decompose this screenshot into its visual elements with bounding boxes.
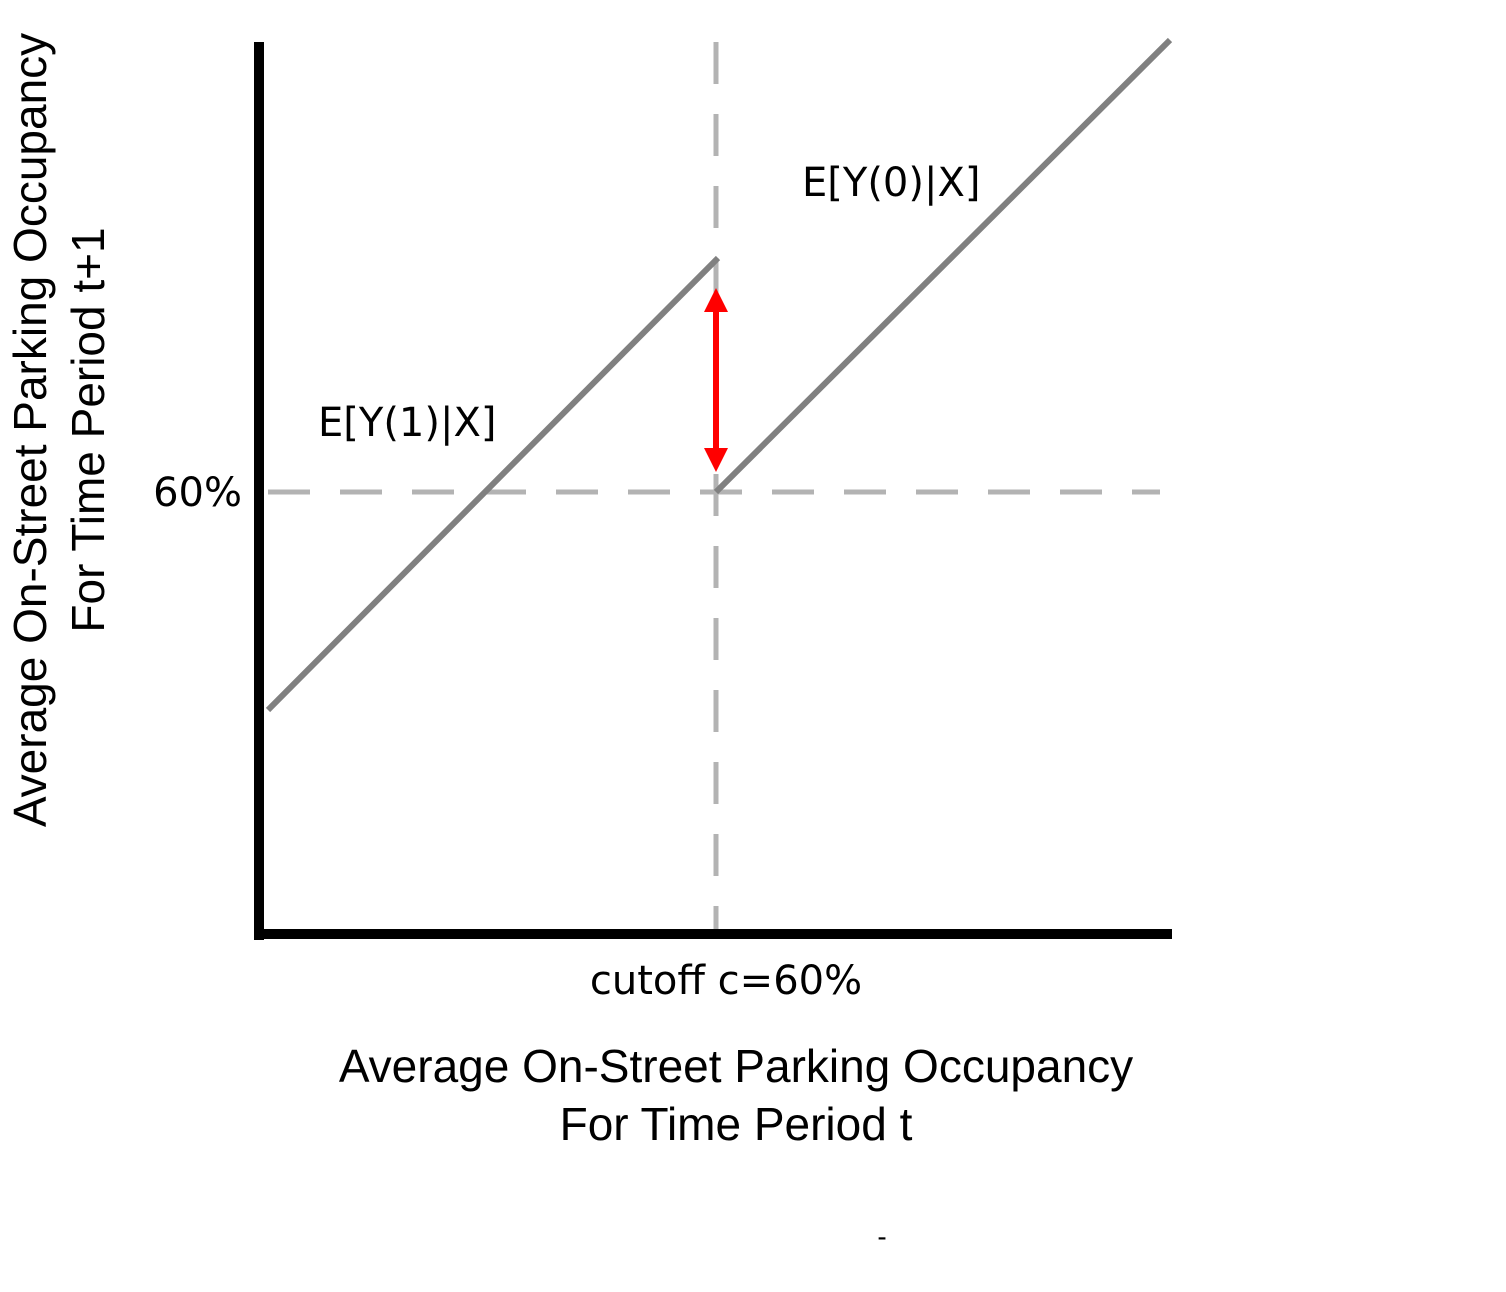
left-line-label: E[Y(1)|X] — [318, 400, 496, 446]
y-axis-title-line2: For Time Period t+1 — [62, 227, 114, 632]
treated-regression-line — [265, 255, 721, 713]
y-axis-title-line1: Average On-Street Parking Occupancy — [4, 33, 56, 827]
x-cutoff-label: cutoff c=60% — [590, 958, 862, 1004]
right-line-label: E[Y(0)|X] — [802, 160, 980, 206]
y-threshold-label: 60% — [153, 470, 242, 516]
footer-mark: - — [877, 1221, 886, 1252]
x-axis-title-line2: For Time Period t — [560, 1098, 913, 1150]
x-axis-title-line1: Average On-Street Parking Occupancy — [339, 1040, 1133, 1092]
control-regression-line — [713, 37, 1173, 495]
